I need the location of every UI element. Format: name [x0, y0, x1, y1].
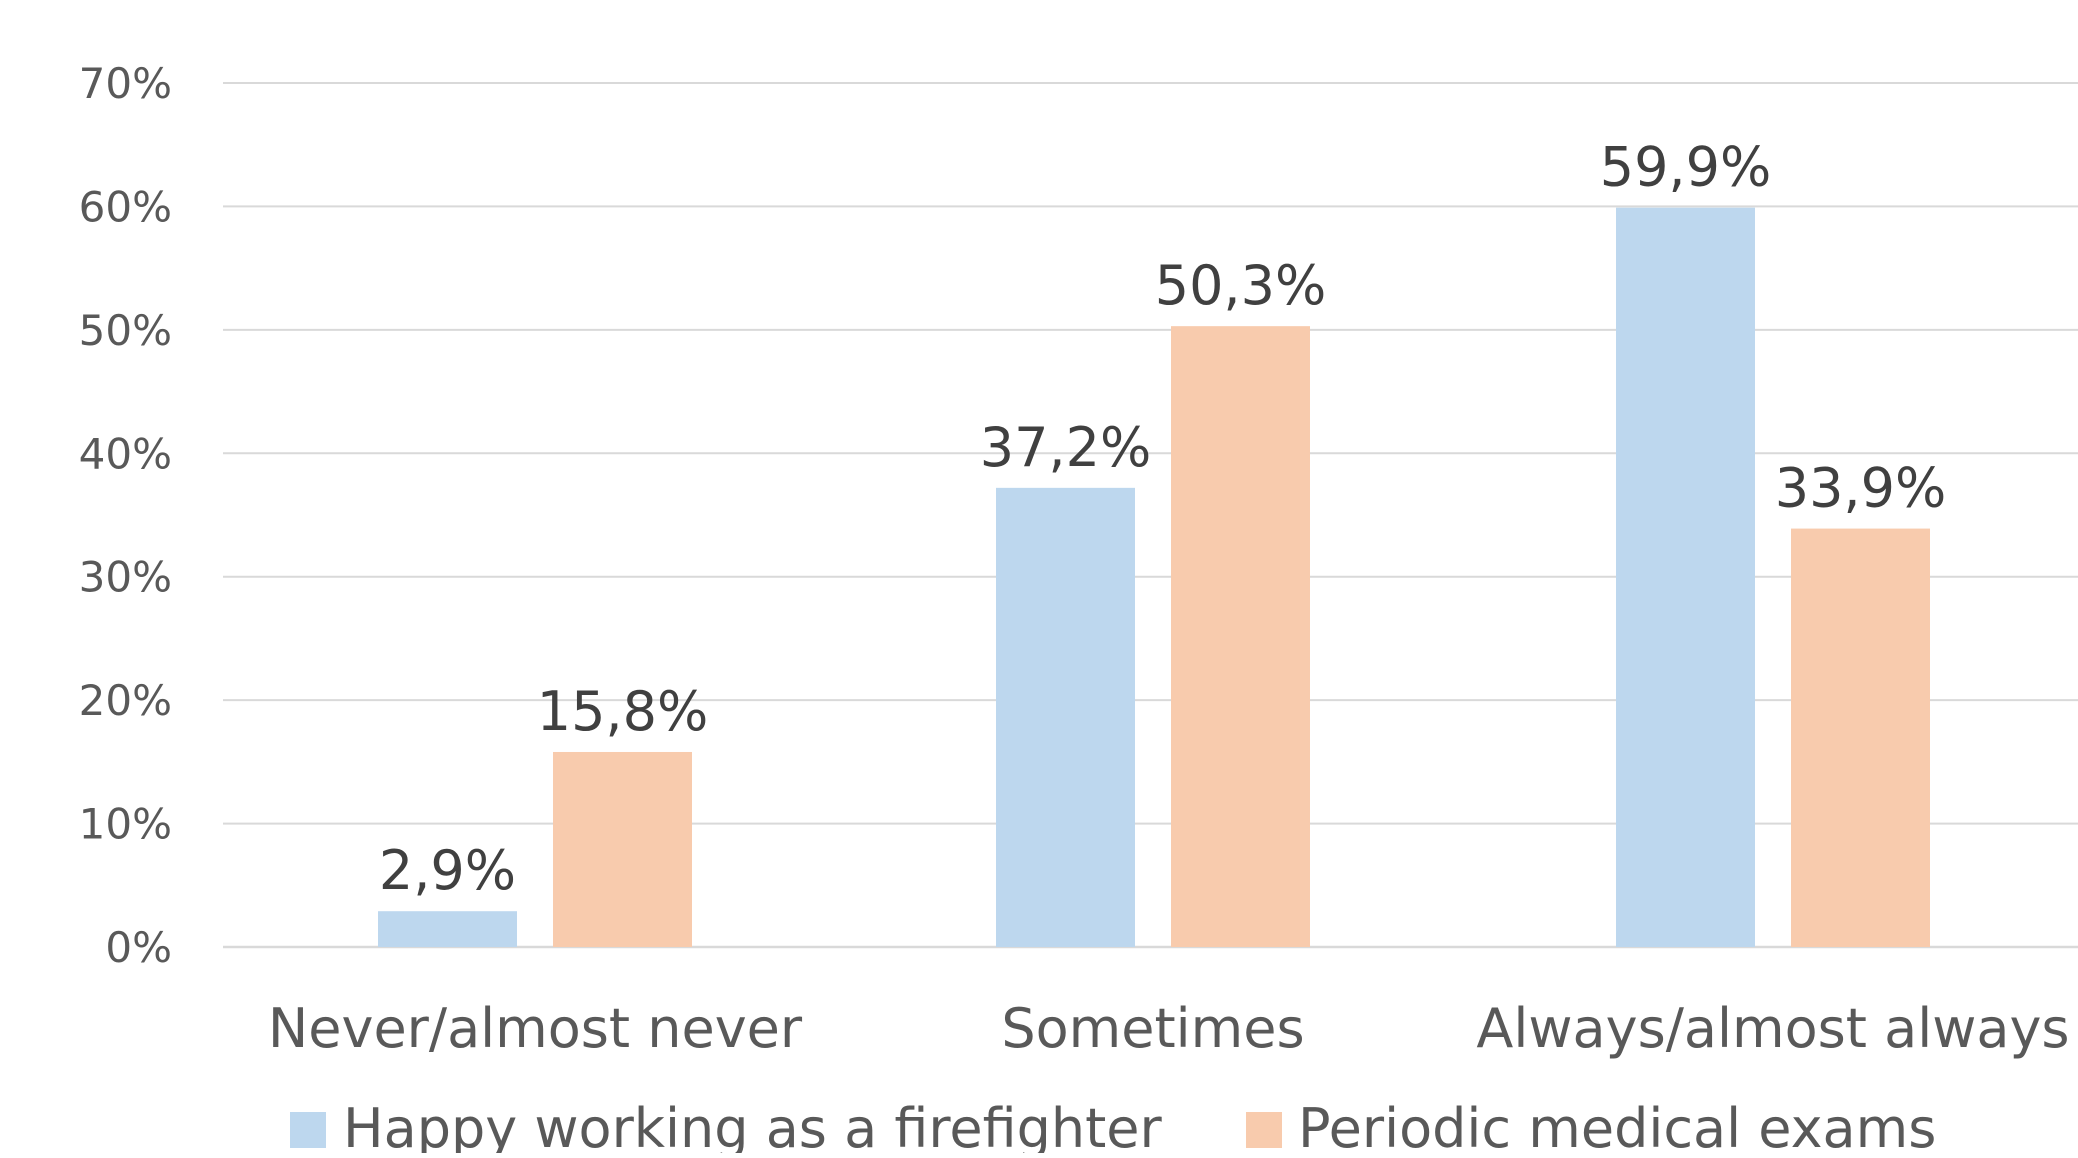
y-tick-label: 40%: [79, 429, 172, 478]
gridlines: [223, 82, 2078, 949]
data-label: 2,9%: [379, 839, 516, 902]
category-label: Sometimes: [1001, 997, 1304, 1060]
legend-label: Happy working as a firefighter: [343, 1097, 1163, 1153]
legend: Happy working as a firefighter Periodic m…: [290, 1097, 1936, 1158]
category-label: Always/almost always: [1476, 997, 2069, 1060]
data-label: 33,9%: [1775, 457, 1947, 520]
data-label: 50,3%: [1155, 254, 1327, 317]
bars: [378, 207, 1930, 948]
bar-medical-0: [553, 751, 692, 947]
category-label: Never/almost never: [268, 997, 803, 1060]
legend-swatch: [290, 1112, 326, 1148]
y-tick-label: 20%: [79, 676, 172, 725]
x-axis-categories: Never/almost never Sometimes Always/almost…: [268, 997, 2070, 1060]
data-labels: 2,9% 15,8% 37,2% 50,3% 59,9% 33,9%: [379, 136, 1946, 903]
legend-label: Periodic medical exams: [1298, 1097, 1936, 1153]
y-tick-label: 60%: [79, 182, 172, 231]
y-tick-label: 50%: [79, 306, 172, 355]
y-tick-label: 10%: [79, 800, 172, 849]
bar-happy-1: [996, 487, 1135, 947]
data-label: 15,8%: [537, 680, 709, 743]
bar-happy-2: [1616, 207, 1755, 948]
y-axis-ticks: 0% 10% 20% 30% 40% 50% 60% 70%: [79, 59, 172, 972]
legend-swatch: [1246, 1112, 1282, 1148]
y-tick-label: 0%: [105, 923, 172, 972]
bar-medical-1: [1171, 326, 1310, 947]
y-tick-label: 30%: [79, 553, 172, 602]
data-label: 59,9%: [1600, 136, 1772, 199]
y-tick-label: 70%: [79, 59, 172, 108]
bar-medical-2: [1791, 528, 1930, 947]
data-label: 37,2%: [980, 416, 1152, 479]
bar-happy-0: [378, 911, 517, 947]
